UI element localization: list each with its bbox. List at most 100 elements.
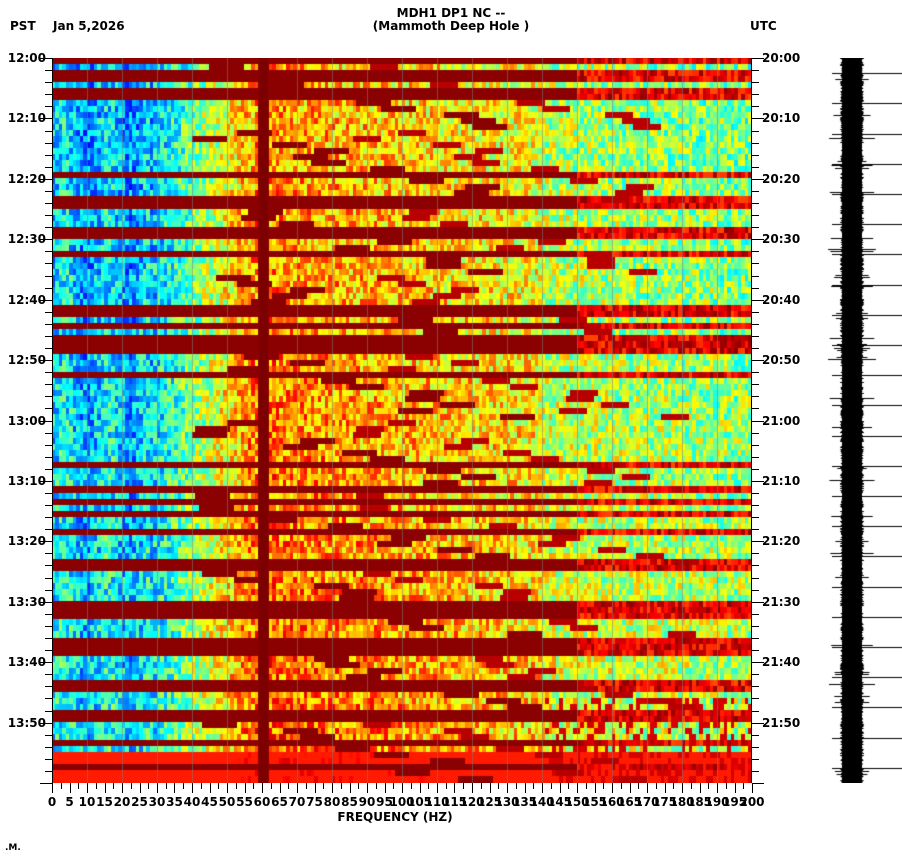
freq-tick-minor (498, 783, 499, 789)
plot-border (52, 58, 752, 783)
freq-label: 0 (47, 795, 57, 809)
time-tick-minor-right (752, 324, 759, 325)
time-tick-minor-right (752, 263, 759, 264)
time-tick-major-left (40, 602, 52, 603)
freq-label: 20 (113, 795, 131, 809)
time-label-pst: 12:20 (7, 172, 46, 186)
spectrogram-canvas (52, 58, 752, 783)
freq-tick-major (122, 783, 123, 793)
time-tick-major-right (752, 481, 764, 482)
freq-label: 180 (669, 795, 695, 809)
time-tick-major-left (40, 239, 52, 240)
freq-tick-major (490, 783, 491, 793)
time-tick-minor-left (45, 493, 52, 494)
freq-tick-major (87, 783, 88, 793)
corner-mark: .M. (5, 843, 21, 853)
time-label-utc: 21:00 (762, 414, 801, 428)
time-tick-minor-right (752, 747, 759, 748)
time-label-utc: 20:20 (762, 172, 801, 186)
freq-label: 80 (323, 795, 341, 809)
freq-label: 65 (271, 795, 288, 809)
time-tick-major-left (40, 360, 52, 361)
freq-label: 30 (148, 795, 166, 809)
time-tick-minor-left (45, 70, 52, 71)
time-label-pst: 12:50 (7, 353, 46, 367)
time-tick-minor-left (45, 638, 52, 639)
freq-label: 110 (424, 795, 450, 809)
freq-tick-major (542, 783, 543, 793)
time-tick-minor-right (752, 372, 759, 373)
time-tick-minor-right (752, 445, 759, 446)
freq-tick-major (752, 783, 753, 793)
freq-tick-minor (61, 783, 62, 789)
freq-tick-major (402, 783, 403, 793)
time-tick-minor-right (752, 82, 759, 83)
time-tick-minor-right (752, 517, 759, 518)
time-label-pst: 13:40 (7, 655, 46, 669)
freq-tick-minor (446, 783, 447, 789)
freq-tick-major (297, 783, 298, 793)
time-tick-minor-right (752, 251, 759, 252)
time-label-utc: 21:40 (762, 655, 801, 669)
time-tick-major-right (752, 723, 764, 724)
freq-label: 195 (721, 795, 748, 809)
time-tick-major-right (752, 179, 764, 180)
time-tick-major-right (752, 602, 764, 603)
freq-tick-major (280, 783, 281, 793)
spectrogram-plot[interactable] (52, 58, 752, 783)
time-tick-minor-left (45, 251, 52, 252)
freq-tick-major (157, 783, 158, 793)
time-label-utc: 21:20 (762, 534, 801, 548)
time-tick-major-right (752, 783, 764, 784)
time-tick-major-left (40, 118, 52, 119)
time-tick-minor-right (752, 433, 759, 434)
time-label-pst: 13:10 (7, 474, 46, 488)
freq-tick-minor (638, 783, 639, 789)
time-tick-minor-right (752, 735, 759, 736)
time-tick-minor-right (752, 771, 759, 772)
time-tick-minor-right (752, 565, 759, 566)
freq-tick-minor (113, 783, 114, 789)
freq-tick-minor (166, 783, 167, 789)
time-tick-minor-right (752, 336, 759, 337)
time-tick-minor-left (45, 433, 52, 434)
freq-tick-major (52, 783, 53, 793)
time-tick-major-left (40, 783, 52, 784)
time-tick-minor-right (752, 70, 759, 71)
time-tick-minor-left (45, 771, 52, 772)
time-label-utc: 21:10 (762, 474, 801, 488)
time-tick-minor-right (752, 348, 759, 349)
time-tick-minor-right (752, 215, 759, 216)
time-tick-minor-right (752, 529, 759, 530)
time-tick-minor-left (45, 457, 52, 458)
time-tick-minor-left (45, 578, 52, 579)
freq-tick-minor (271, 783, 272, 789)
freq-label: 40 (183, 795, 201, 809)
frequency-axis-title: FREQUENCY (HZ) (337, 810, 453, 824)
time-tick-minor-right (752, 493, 759, 494)
time-tick-minor-left (45, 131, 52, 132)
freq-label: 130 (494, 795, 520, 809)
time-tick-minor-right (752, 94, 759, 95)
freq-tick-major (367, 783, 368, 793)
time-axis-utc: 20:00 20:10 20:20 20:30 20:40 20:50 21:00 21:10… (752, 51, 822, 784)
time-tick-minor-right (752, 711, 759, 712)
freq-label: 35 (166, 795, 183, 809)
time-label-pst: 13:00 (7, 414, 46, 428)
time-label-utc: 20:00 (762, 51, 801, 65)
time-tick-minor-left (45, 408, 52, 409)
freq-label: 70 (288, 795, 306, 809)
freq-tick-minor (551, 783, 552, 789)
time-tick-minor-right (752, 227, 759, 228)
freq-label: 150 (564, 795, 590, 809)
freq-tick-minor (253, 783, 254, 789)
time-tick-minor-left (45, 650, 52, 651)
freq-tick-major (140, 783, 141, 793)
time-tick-minor-left (45, 396, 52, 397)
freq-tick-minor (603, 783, 604, 789)
time-tick-major-left (40, 481, 52, 482)
freq-tick-major (647, 783, 648, 793)
freq-label: 100 (389, 795, 415, 809)
time-tick-minor-left (45, 674, 52, 675)
freq-tick-minor (341, 783, 342, 789)
